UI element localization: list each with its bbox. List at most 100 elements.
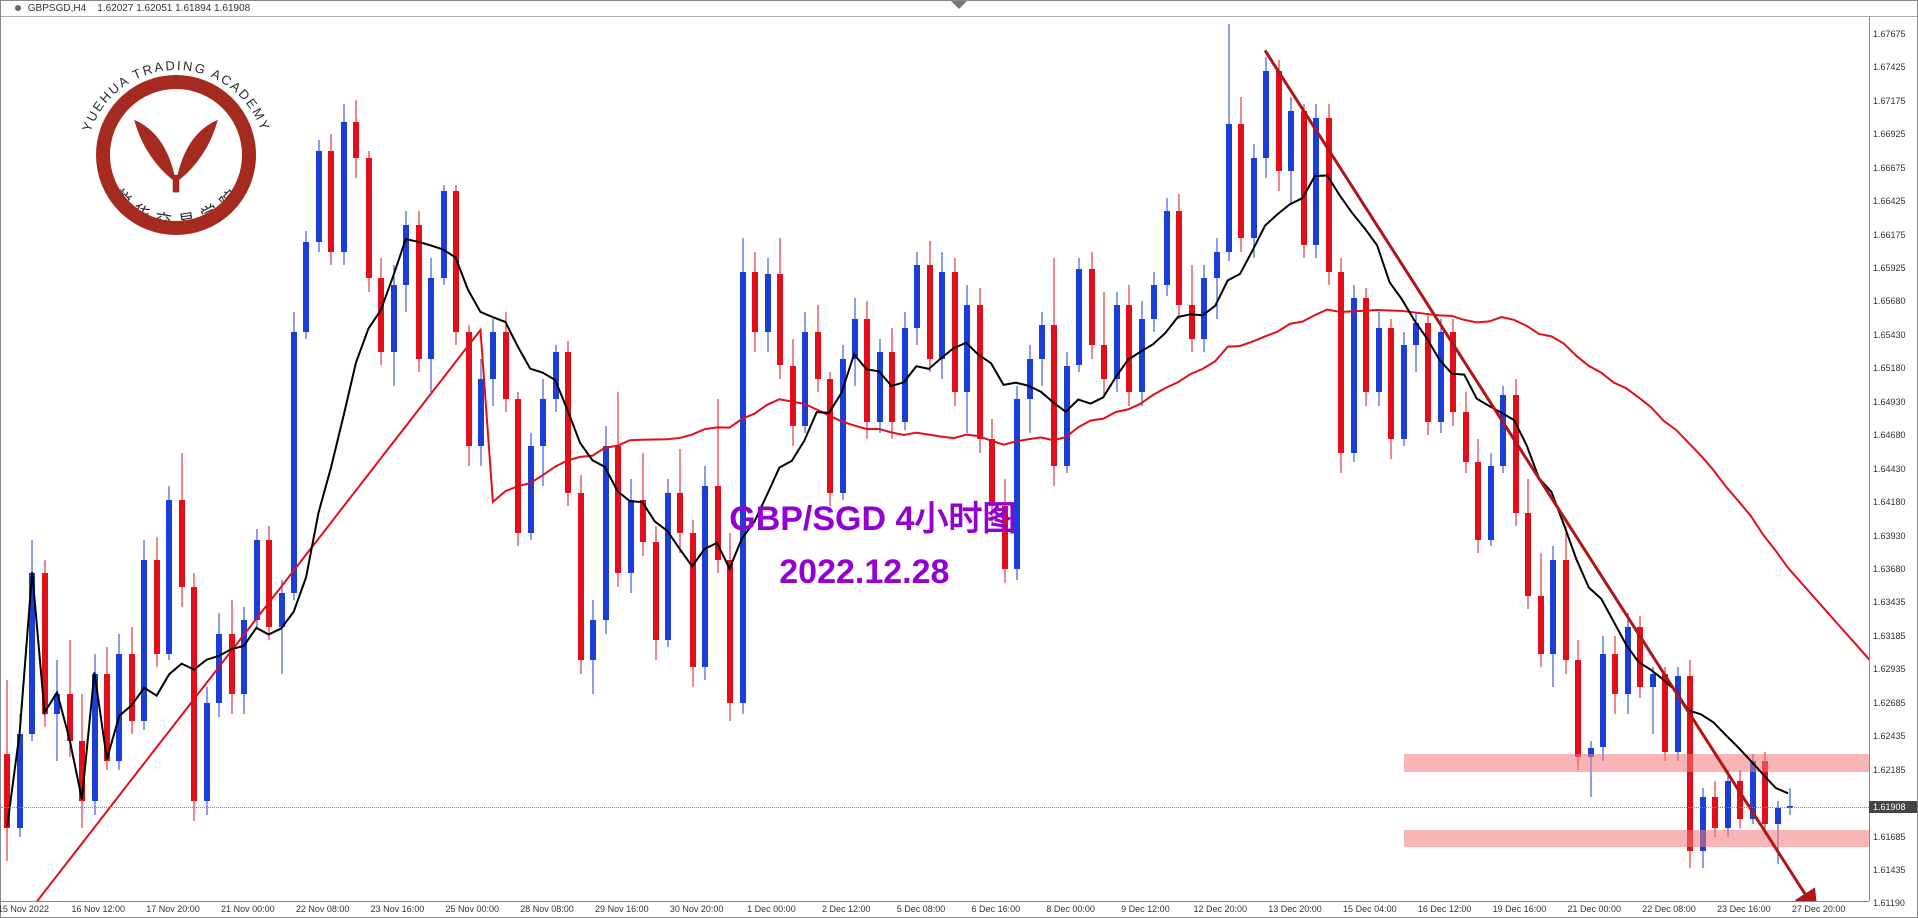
y-axis: 1.61908 1.676751.674251.671751.669251.66… (1869, 17, 1917, 901)
y-tick-label: 1.63680 (1869, 564, 1917, 574)
x-tick-label: 16 Dec 12:00 (1418, 901, 1472, 917)
x-tick-label: 2 Dec 12:00 (822, 901, 871, 917)
candle (291, 17, 297, 901)
y-tick-label: 1.66425 (1869, 196, 1917, 206)
candle (17, 17, 23, 901)
candle (1376, 17, 1382, 901)
candle (1313, 17, 1319, 901)
support-resistance-zone (1404, 830, 1870, 847)
candle (1076, 17, 1082, 901)
candle (777, 17, 783, 901)
y-tick-label: 1.66925 (1869, 129, 1917, 139)
x-tick-label: 22 Dec 08:00 (1642, 901, 1696, 917)
candle (466, 17, 472, 901)
candle (1288, 17, 1294, 901)
candle (1139, 17, 1145, 901)
y-tick-label: 1.67675 (1869, 29, 1917, 39)
candle (303, 17, 309, 901)
y-tick-label: 1.66175 (1869, 230, 1917, 240)
candle (1263, 17, 1269, 901)
candle (802, 17, 808, 901)
candle (1201, 17, 1207, 901)
candle (727, 17, 733, 901)
candle (441, 17, 447, 901)
candle (977, 17, 983, 901)
x-axis: 15 Nov 202216 Nov 12:0017 Nov 20:0021 No… (1, 901, 1869, 917)
candle (1039, 17, 1045, 901)
y-tick-label: 1.64180 (1869, 497, 1917, 507)
candle (1388, 17, 1394, 901)
candle (378, 17, 384, 901)
x-tick-label: 21 Nov 00:00 (221, 901, 275, 917)
candle (553, 17, 559, 901)
x-tick-label: 22 Nov 08:00 (296, 901, 350, 917)
candle (752, 17, 758, 901)
ohlc-values: 1.62027 1.62051 1.61894 1.61908 (97, 3, 250, 14)
candle (952, 17, 958, 901)
candle (1027, 17, 1033, 901)
candle (1164, 17, 1170, 901)
y-tick-label: 1.67175 (1869, 96, 1917, 106)
y-tick-label: 1.65430 (1869, 330, 1917, 340)
x-tick-label: 9 Dec 12:00 (1121, 901, 1170, 917)
candle (1214, 17, 1220, 901)
candle (790, 17, 796, 901)
x-tick-label: 1 Dec 00:00 (747, 901, 796, 917)
x-tick-label: 8 Dec 00:00 (1046, 901, 1095, 917)
candle (328, 17, 334, 901)
candle (815, 17, 821, 901)
candle (927, 17, 933, 901)
candle (565, 17, 571, 901)
candle (416, 17, 422, 901)
y-tick-label: 1.62935 (1869, 664, 1917, 674)
candle (1176, 17, 1182, 901)
x-tick-label: 15 Nov 2022 (0, 901, 49, 917)
x-tick-label: 16 Nov 12:00 (71, 901, 125, 917)
candle (391, 17, 397, 901)
candle (1338, 17, 1344, 901)
candle (528, 17, 534, 901)
candle (864, 17, 870, 901)
candle (715, 17, 721, 901)
candle (914, 17, 920, 901)
candle (902, 17, 908, 901)
candle (840, 17, 846, 901)
y-tick-label: 1.66675 (1869, 163, 1917, 173)
plot-area[interactable]: YUEHUA TRADING ACADEMY 悦 华 交 易 学 院 GBP/S… (1, 17, 1869, 901)
candle (428, 17, 434, 901)
candle (29, 17, 35, 901)
candle (1189, 17, 1195, 901)
logo-leaf-icon (121, 100, 231, 210)
x-tick-label: 23 Nov 16:00 (371, 901, 425, 917)
candle (1014, 17, 1020, 901)
x-tick-label: 5 Dec 08:00 (897, 901, 946, 917)
candle (1363, 17, 1369, 901)
candle (877, 17, 883, 901)
candle (540, 17, 546, 901)
candle (989, 17, 995, 901)
candle (852, 17, 858, 901)
candle (1114, 17, 1120, 901)
y-tick-label: 1.62185 (1869, 765, 1917, 775)
candle (964, 17, 970, 901)
candle (1051, 17, 1057, 901)
candle (765, 17, 771, 901)
candle (889, 17, 895, 901)
y-tick-label: 1.62435 (1869, 731, 1917, 741)
y-tick-label: 1.61685 (1869, 832, 1917, 842)
candle (939, 17, 945, 901)
x-tick-label: 30 Nov 20:00 (670, 901, 724, 917)
candle (1089, 17, 1095, 901)
candle (1251, 17, 1257, 901)
candle (827, 17, 833, 901)
y-tick-label: 1.63435 (1869, 597, 1917, 607)
candle (677, 17, 683, 901)
candle (740, 17, 746, 901)
chart-header: GBPSGD,H4 1.62027 1.62051 1.61894 1.6190… (1, 1, 1917, 17)
chart-window[interactable]: GBPSGD,H4 1.62027 1.62051 1.61894 1.6190… (0, 0, 1918, 918)
candle (42, 17, 48, 901)
y-tick-label: 1.64680 (1869, 430, 1917, 440)
candle (4, 17, 10, 901)
candle (515, 17, 521, 901)
x-tick-label: 28 Nov 08:00 (520, 901, 574, 917)
